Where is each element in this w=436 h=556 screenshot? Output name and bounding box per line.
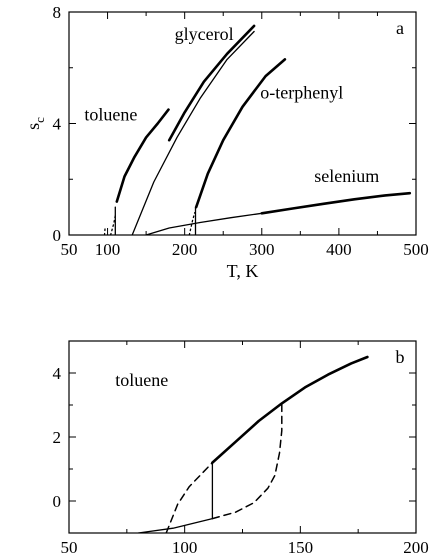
panel-b-x-tick-label: 100 [172,538,198,556]
panel-a-x-tick-label: 500 [403,240,429,259]
panel-a-y-tick-label: 0 [53,226,62,245]
panel-b-y-tick-label: 4 [53,364,62,383]
panel-a-y-axis-title: sc [23,117,47,130]
panel-a-y-tick-label: 4 [53,115,62,134]
panel-a-o-terphenyl-dotted-curve-8 [188,212,196,235]
panel-b-dashed-curve-4 [211,402,283,520]
panel-a-y-axis-title-subscript: c [32,117,47,123]
panel-a-x-tick-label: 200 [172,240,198,259]
panel-a-tag: a [396,18,404,38]
panel-a-x-tick-label: 300 [249,240,275,259]
panel-a-selenium-thin-curve-9 [145,212,263,235]
panel-a-toluene-thick-curve-0 [115,108,170,203]
panel-a-toluene-dotted-curve-2 [109,214,116,235]
panel-b-tag: b [396,347,405,367]
panel-a-label-selenium: selenium [314,166,379,186]
panel-b-thick-curve-0 [211,355,369,464]
panel-a-glycerol-thick-curve-5 [167,24,256,142]
panel-b-x-tick-label: 200 [403,538,429,556]
panel-b-y-tick-label: 0 [53,492,62,511]
panel-a-y-axis-title-main: s [23,123,43,130]
panel-a-y-tick-label: 8 [53,3,62,22]
panel-a-glycerol-thin-curve-4 [131,30,255,235]
panel-b-thin-curve-1 [137,517,214,533]
panel-b-series-group [137,355,369,533]
panel-a-x-tick-label: 400 [326,240,352,259]
panel-a-label-glycerol: glycerol [175,24,234,44]
panel-a: 50 100 200 300 400 500 0 4 8 T, K sc toluene glycero… [23,3,429,281]
panel-a-toluene-dotted-curve-3 [103,225,106,235]
panel-a-label-toluene: toluene [84,105,137,125]
panel-a-o-terphenyl-thick-curve-6 [194,58,287,209]
panel-b-y-tick-label: 2 [53,428,62,447]
panel-a-selenium-thick-curve-10 [260,191,412,215]
panel-a-label-o-terphenyl: o-terphenyl [260,82,343,102]
panel-b: 50 100 150 200 0 2 4 toluene b [53,340,429,556]
panel-b-label-toluene: toluene [115,370,168,390]
panel-a-x-tick-label: 100 [95,240,121,259]
panel-b-x-tick-label: 50 [61,538,78,556]
panel-b-dashed-curve-3 [165,461,214,533]
panel-a-series-group [103,24,412,235]
panel-a-x-tick-label: 50 [61,240,78,259]
panel-b-x-tick-label: 150 [288,538,314,556]
panel-a-x-axis-title: T, K [227,261,259,281]
